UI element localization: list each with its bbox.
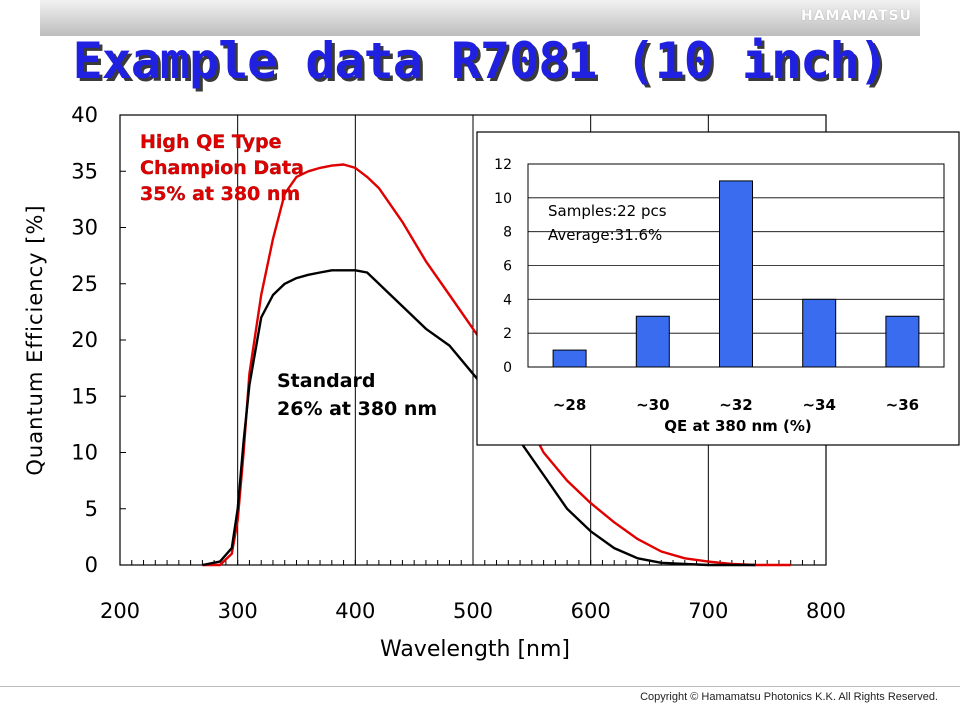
inset-frame [476,131,960,446]
x-tick-label: 700 [688,599,728,623]
high-qe-annotation: Champion Data [140,157,304,179]
y-axis-label: Quantum Efficiency [%] [23,204,47,475]
copyright-notice: Copyright © Hamamatsu Photonics K.K. All… [640,691,938,703]
y-tick-label: 30 [71,216,98,240]
inset-x-tick-label: ~28 [553,396,586,414]
y-tick-label: 40 [71,103,98,127]
y-tick-label: 15 [71,384,98,408]
inset-x-tick-label: ~34 [802,396,835,414]
histogram-bar [635,315,670,368]
x-tick-label: 800 [806,599,846,623]
standard-curve [202,269,756,567]
inset-x-tick-label: ~30 [636,396,669,414]
header-bar: HAMAMATSU [40,0,920,36]
standard-annotation: Standard [277,370,376,392]
inset-y-tick-label: 2 [503,326,512,342]
y-tick-label: 5 [85,497,98,521]
high-qe-annotation: 35% at 380 nm [140,183,300,205]
inset-x-tick-label: ~32 [719,396,752,414]
y-tick-label: 20 [71,328,98,352]
inset-y-tick-label: 6 [503,259,512,275]
main-annotations: High QE Type Champion Data 35% at 380 nm St… [140,131,437,420]
x-tick-label: 200 [100,599,140,623]
x-tick-label: 600 [571,599,611,623]
histogram-bar [719,180,753,368]
standard-annotation: 26% at 380 nm [277,398,437,420]
histogram-bar [552,349,587,368]
x-tick-label: 400 [335,599,375,623]
x-tick-label: 500 [453,599,493,623]
x-tick-label: 300 [218,599,258,623]
footer-divider [0,686,960,687]
main-series [202,163,791,567]
inset-y-tick-label: 0 [503,360,512,376]
high-qe-annotation: High QE Type [140,131,281,153]
histogram-bar [802,298,837,368]
inset-y-tick-label: 12 [494,157,512,173]
y-tick-label: 0 [85,553,98,577]
inset-y-tick-label: 8 [503,225,512,241]
inset-x-tick-label: ~36 [886,396,919,414]
inset-y-tick-label: 10 [494,191,512,207]
inset-annotation: Samples:22 pcs [548,202,667,220]
y-tick-label: 35 [71,159,98,183]
inset-x-axis-label: QE at 380 nm (%) [664,417,812,435]
y-tick-label: 25 [71,272,98,296]
x-axis-label: Wavelength [nm] [380,637,570,662]
inset-annotation: Average:31.6% [548,226,662,244]
page-title: Example data R7081 (10 inch) [72,32,889,90]
histogram-bar [885,315,920,368]
high-qe-curve [202,163,791,567]
histogram-inset: 0 2 4 6 8 10 12 ~28 ~30 ~32 ~34 ~36 QE at 380 nm (%)… [476,131,960,446]
inset-y-tick-label: 4 [503,292,512,308]
hamamatsu-logo: HAMAMATSU [801,8,912,24]
y-tick-label: 10 [71,441,98,465]
